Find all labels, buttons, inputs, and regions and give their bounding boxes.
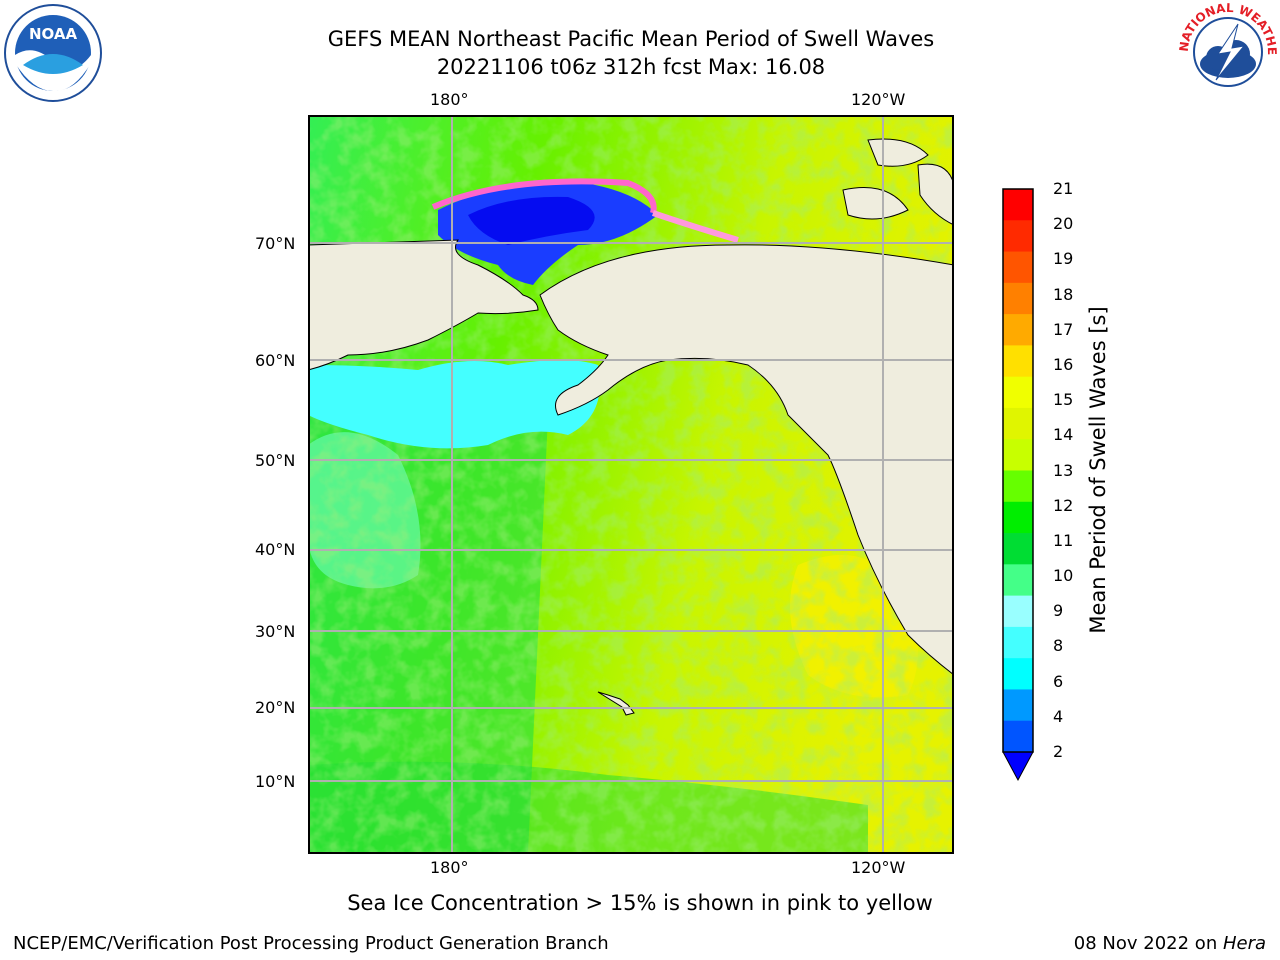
land-siberia [308, 239, 539, 371]
colorbar-segment [1003, 251, 1033, 284]
colorbar-tick-label: 6 [1053, 671, 1064, 691]
swell-period-map [308, 115, 954, 854]
map-graticule [308, 115, 954, 854]
colorbar-segment [1003, 595, 1033, 628]
colorbar-tick-label: 2 [1053, 742, 1064, 761]
colorbar-segment [1003, 220, 1033, 253]
lon-label-bottom-120w: 120°W [851, 858, 906, 877]
colorbar-segment [1003, 720, 1033, 753]
lat-label-30n: 30°N [255, 622, 296, 641]
colorbar-label: Mean Period of Swell Waves [s] [1086, 306, 1110, 634]
chart-subtitle: 20221106 t06z 312h fcst Max: 16.08 [436, 55, 826, 79]
colorbar-tick-label: 10 [1053, 566, 1074, 586]
sea-ice-caption: Sea Ice Concentration > 15% is shown in … [347, 891, 933, 915]
bering-sea-field [308, 360, 600, 449]
colorbar-segment [1003, 470, 1033, 503]
colorbar-tick-label: 12 [1053, 495, 1074, 515]
lon-label-top-180: 180° [430, 90, 469, 109]
lat-label-50n: 50°N [255, 451, 296, 470]
land-arctic-island-3 [917, 163, 954, 226]
colorbar-tick-label: 13 [1053, 460, 1074, 480]
land-arctic-island-2 [842, 187, 909, 220]
colorbar-segment [1003, 439, 1033, 471]
colorbar-tick-label: 21 [1053, 179, 1074, 198]
colorbar-segment [1003, 533, 1033, 565]
colorbar-tick-label: 15 [1053, 390, 1074, 410]
colorbar-segment [1003, 189, 1033, 221]
lat-label-10n: 10°N [255, 772, 296, 791]
colorbar-segment [1003, 689, 1033, 722]
colorbar-segment [1003, 314, 1033, 346]
lat-label-40n: 40°N [255, 540, 296, 559]
colorbar-tick-label: 9 [1053, 601, 1064, 621]
sea-ice-edge [431, 178, 657, 214]
colorbar-segment [1003, 407, 1033, 440]
noaa-logo-text: NOAA [29, 25, 78, 43]
colorbar-tick-label: 14 [1053, 425, 1074, 445]
lat-label-20n: 20°N [255, 698, 296, 717]
lon-label-bottom-180: 180° [430, 858, 469, 877]
colorbar-segment [1003, 564, 1033, 597]
colorbar-segment [1003, 626, 1033, 659]
colorbar-tick-label: 16 [1053, 354, 1074, 374]
colorbar-segment [1003, 345, 1033, 378]
colorbar [1002, 188, 1034, 782]
land-alaska-canada [539, 244, 954, 854]
colorbar-segment [1003, 658, 1033, 690]
colorbar-segment [1003, 501, 1033, 534]
footer-host: Hera [1222, 933, 1266, 954]
lon-label-top-120w: 120°W [851, 90, 906, 109]
noaa-logo-icon: NOAA [4, 4, 102, 102]
colorbar-segment [1003, 376, 1033, 409]
colorbar-segment [1003, 282, 1033, 315]
colorbar-tick-label: 4 [1053, 706, 1064, 726]
colorbar-tick-label: 19 [1053, 249, 1074, 269]
map-frame [308, 115, 954, 854]
chart-title: GEFS MEAN Northeast Pacific Mean Period … [327, 27, 935, 51]
footer-date: 08 Nov 2022 on Hera [1074, 933, 1266, 954]
colorbar-tick-label: 11 [1053, 530, 1074, 550]
colorbar-tick-label: 17 [1053, 319, 1074, 339]
footer-date-text: 08 Nov 2022 on [1073, 933, 1223, 954]
footer-credit: NCEP/EMC/Verification Post Processing Pr… [13, 933, 609, 954]
nws-logo-icon: NATIONAL WEATHER SERVICE [1178, 2, 1278, 100]
colorbar-tick-label: 8 [1053, 636, 1064, 656]
lat-label-60n: 60°N [255, 351, 296, 370]
colorbar-tick-label: 18 [1053, 284, 1074, 304]
lat-label-70n: 70°N [255, 234, 296, 253]
colorbar-tick-label: 20 [1053, 214, 1074, 234]
